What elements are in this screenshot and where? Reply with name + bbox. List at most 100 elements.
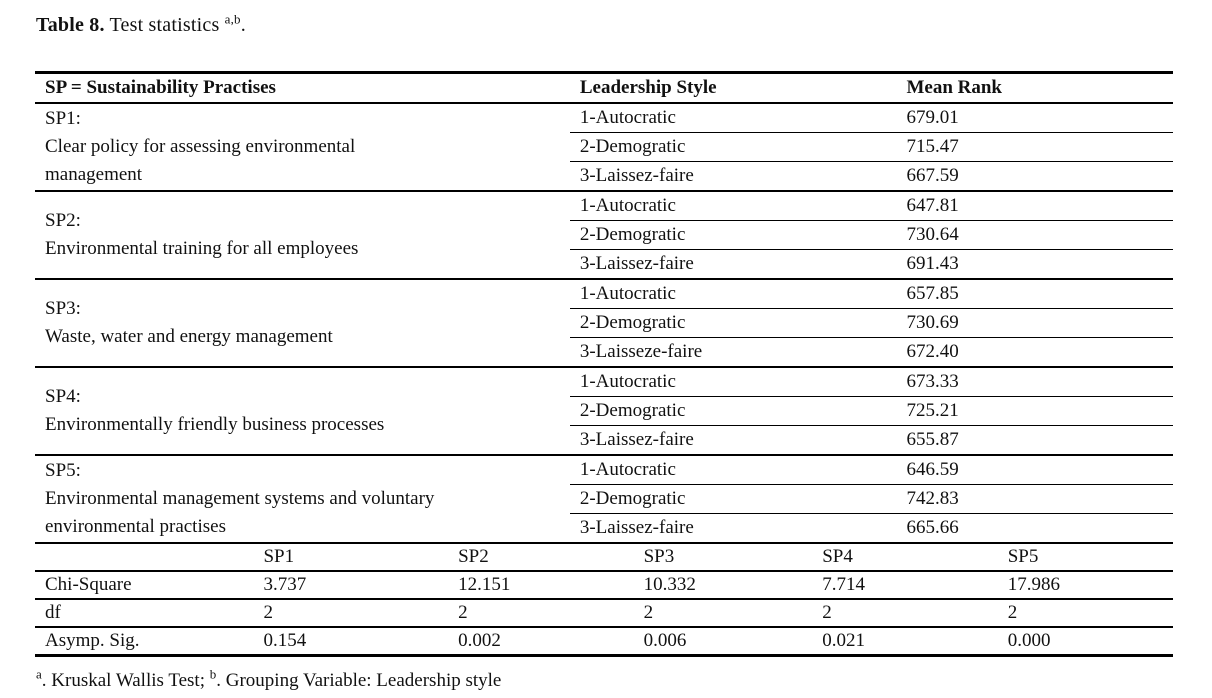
table-caption-text: Test statistics xyxy=(104,14,225,36)
mean-rank-cell: 667.59 xyxy=(896,161,1173,192)
sp-code: SP1: xyxy=(45,108,81,129)
sp4-description-cell: SP4: Environmentally friendly business p… xyxy=(35,367,570,456)
mean-rank-cell: 715.47 xyxy=(896,132,1173,162)
sp-description: Waste, water and energy management xyxy=(45,326,333,347)
table-row: SP5: Environmental management systems an… xyxy=(35,455,1173,544)
sp-description: Environmental management systems and vol… xyxy=(45,488,435,509)
stats-value-cell: 3.737 xyxy=(253,571,449,600)
sp3-description-cell: SP3: Waste, water and energy management xyxy=(35,279,570,368)
table-row: 2-Demogratic 725.21 xyxy=(35,396,1173,426)
stats-column-header: SP4 xyxy=(812,544,998,572)
sp-code: SP4: xyxy=(45,386,81,407)
table-row: 2-Demogratic 715.47 xyxy=(35,132,1173,162)
mean-rank-cell: 672.40 xyxy=(896,337,1173,368)
stats-value-cell: 0.006 xyxy=(633,627,813,657)
asymp-sig-row: Asymp. Sig. 0.154 0.002 0.006 0.021 0.00… xyxy=(35,627,1173,657)
mean-rank-cell: 673.33 xyxy=(896,367,1173,397)
mean-rank-cell: 665.66 xyxy=(896,513,1173,544)
test-statistics-table: SP = Sustainability Practises Leadership… xyxy=(35,71,1173,544)
stats-value-cell: 2 xyxy=(448,599,634,628)
stats-value-cell: 2 xyxy=(253,599,449,628)
stats-value-cell: 17.986 xyxy=(997,571,1173,600)
column-header-leadership-style: Leadership Style xyxy=(569,72,897,104)
leadership-style-cell: 1-Autocratic xyxy=(569,455,897,485)
stats-row-label: Chi-Square xyxy=(35,571,254,600)
stats-value-cell: 2 xyxy=(633,599,813,628)
footnote-text-a: . Kruskal Wallis Test; xyxy=(41,670,210,691)
leadership-style-cell: 1-Autocratic xyxy=(569,103,897,133)
table-caption-superscript: a,b xyxy=(224,11,241,27)
sp1-description-cell: SP1: Clear policy for assessing environm… xyxy=(35,103,570,192)
leadership-style-cell: 1-Autocratic xyxy=(569,191,897,221)
mean-rank-cell: 679.01 xyxy=(896,103,1173,133)
sp-code: SP2: xyxy=(45,210,81,231)
leadership-style-cell: 3-Laissez-faire xyxy=(569,425,897,456)
stats-value-cell: 0.002 xyxy=(448,627,634,657)
mean-rank-cell: 655.87 xyxy=(896,425,1173,456)
leadership-style-cell: 3-Laissez-faire xyxy=(569,249,897,280)
leadership-style-cell: 1-Autocratic xyxy=(569,367,897,397)
table-footnote: a. Kruskal Wallis Test; b. Grouping Vari… xyxy=(36,668,1177,694)
chi-square-row: Chi-Square 3.737 12.151 10.332 7.714 17.… xyxy=(35,571,1173,600)
footnote-text-b: . Grouping Variable: Leadership style xyxy=(216,670,502,691)
mean-rank-cell: 730.64 xyxy=(896,220,1173,250)
sp-description: Clear policy for assessing environmental xyxy=(45,136,356,157)
stats-row-label: Asymp. Sig. xyxy=(35,627,254,657)
sp-description: Environmentally friendly business proces… xyxy=(45,414,385,435)
mean-rank-cell: 646.59 xyxy=(896,455,1173,485)
stats-column-header: SP2 xyxy=(448,544,634,572)
footnote-marker-b: b xyxy=(209,666,217,682)
sp-description: management xyxy=(45,164,143,185)
stats-header-row: SP1 SP2 SP3 SP4 SP5 xyxy=(35,544,1173,572)
table-caption: Table 8. Test statistics a,b. xyxy=(36,12,1177,38)
table-row: 3-Laissez-faire 667.59 xyxy=(35,161,1173,192)
leadership-style-cell: 2-Demogratic xyxy=(569,132,897,162)
leadership-style-cell: 2-Demogratic xyxy=(569,308,897,338)
table-row: SP3: Waste, water and energy management … xyxy=(35,279,1173,368)
stats-header-empty-cell xyxy=(35,544,254,572)
stats-column-header: SP5 xyxy=(997,544,1173,572)
sp2-description-cell: SP2: Environmental training for all empl… xyxy=(35,191,570,280)
stats-column-header: SP1 xyxy=(253,544,449,572)
leadership-style-cell: 2-Demogratic xyxy=(569,484,897,514)
chi-square-statistics-table: SP1 SP2 SP3 SP4 SP5 Chi-Square 3.737 12.… xyxy=(35,544,1173,657)
stats-value-cell: 0.000 xyxy=(997,627,1173,657)
column-header-mean-rank: Mean Rank xyxy=(896,72,1173,104)
mean-rank-cell: 725.21 xyxy=(896,396,1173,426)
table-row: 3-Laissez-faire 655.87 xyxy=(35,425,1173,456)
table-caption-period: . xyxy=(240,14,246,36)
column-header-sustainability-practises: SP = Sustainability Practises xyxy=(35,72,570,104)
sp-code: SP3: xyxy=(45,298,81,319)
sp-code: SP5: xyxy=(45,460,81,481)
mean-rank-cell: 657.85 xyxy=(896,279,1173,309)
stats-value-cell: 12.151 xyxy=(448,571,634,600)
mean-rank-cell: 647.81 xyxy=(896,191,1173,221)
footnote-marker-a: a xyxy=(36,666,42,682)
stats-row-label: df xyxy=(35,599,254,628)
stats-column-header: SP3 xyxy=(633,544,813,572)
sp5-description-cell: SP5: Environmental management systems an… xyxy=(35,455,570,544)
table-row: 3-Laissez-faire 665.66 xyxy=(35,513,1173,544)
leadership-style-cell: 2-Demogratic xyxy=(569,396,897,426)
stats-value-cell: 0.154 xyxy=(253,627,449,657)
leadership-style-cell: 3-Laissez-faire xyxy=(569,161,897,192)
table-row: 2-Demogratic 730.64 xyxy=(35,220,1173,250)
table-row: SP2: Environmental training for all empl… xyxy=(35,191,1173,280)
stats-value-cell: 10.332 xyxy=(633,571,813,600)
table-row: 2-Demogratic 742.83 xyxy=(35,484,1173,514)
stats-value-cell: 0.021 xyxy=(812,627,998,657)
table-row: 3-Laissez-faire 691.43 xyxy=(35,249,1173,280)
df-row: df 2 2 2 2 2 xyxy=(35,599,1173,628)
leadership-style-cell: 3-Laisseze-faire xyxy=(569,337,897,368)
sp-description: environmental practises xyxy=(45,516,226,537)
sp-description: Environmental training for all employees xyxy=(45,238,359,259)
table-row: SP4: Environmentally friendly business p… xyxy=(35,367,1173,456)
table-header-row: SP = Sustainability Practises Leadership… xyxy=(35,72,1173,104)
mean-rank-cell: 730.69 xyxy=(896,308,1173,338)
table-row: 2-Demogratic 730.69 xyxy=(35,308,1173,338)
stats-value-cell: 2 xyxy=(997,599,1173,628)
leadership-style-cell: 3-Laissez-faire xyxy=(569,513,897,544)
table-row: SP1: Clear policy for assessing environm… xyxy=(35,103,1173,192)
stats-value-cell: 2 xyxy=(812,599,998,628)
